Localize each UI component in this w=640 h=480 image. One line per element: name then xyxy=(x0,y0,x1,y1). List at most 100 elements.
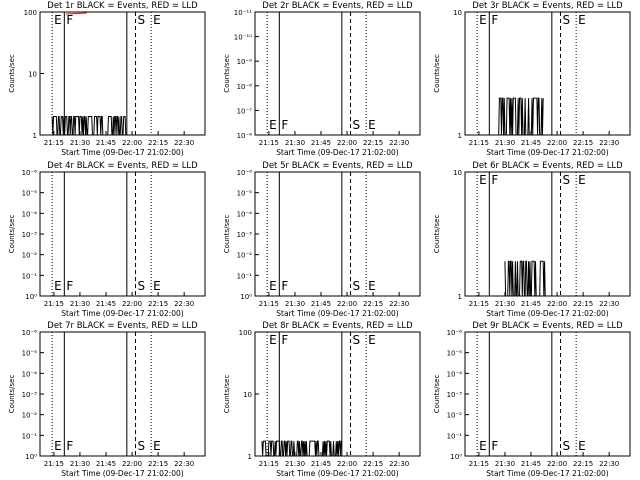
x-tick-label: 21:30 xyxy=(495,300,515,308)
y-tick-label: 10 xyxy=(453,9,462,17)
y-tick-label: 10⁻² xyxy=(237,252,253,260)
y-tick-label: 10⁻³ xyxy=(22,231,38,239)
y-tick-label: 10⁻⁹ xyxy=(237,58,253,66)
marker-label-f: F xyxy=(281,279,288,293)
y-tick-label: 10⁻⁶ xyxy=(237,132,253,140)
marker-label-e: E xyxy=(153,13,161,27)
x-tick-label: 22:15 xyxy=(148,300,168,308)
x-tick-label: 22:15 xyxy=(573,139,593,147)
y-axis-label: Counts/sec xyxy=(223,215,231,254)
y-tick-label: 10⁻³ xyxy=(447,391,463,399)
marker-label-e: E xyxy=(479,173,487,187)
x-tick-label: 22:30 xyxy=(599,300,619,308)
x-tick-label: 22:30 xyxy=(389,460,409,468)
x-tick-label: 22:30 xyxy=(599,139,619,147)
marker-label-s: S xyxy=(563,439,571,453)
y-tick-label: 10⁻² xyxy=(447,412,463,420)
marker-label-s: S xyxy=(138,439,146,453)
y-tick-label: 10⁻² xyxy=(22,412,38,420)
plot-frame xyxy=(254,11,421,136)
panel-1: Det 1r BLACK = Events, RED = LLD Counts/s… xyxy=(8,1,206,157)
x-tick-label: 22:15 xyxy=(573,460,593,468)
marker-label-s: S xyxy=(353,333,361,347)
x-tick-label: 21:15 xyxy=(44,460,64,468)
x-tick-label: 21:45 xyxy=(96,460,116,468)
x-tick-label: 21:45 xyxy=(311,460,331,468)
marker-label-e: E xyxy=(269,333,277,347)
y-tick-label: 10⁻¹ xyxy=(22,272,38,280)
x-axis-label: Start Time (09-Dec-17 21:02:00) xyxy=(486,469,608,478)
y-axis-label: Counts/sec xyxy=(223,54,231,93)
x-tick-label: 21:45 xyxy=(311,300,331,308)
panel-title: Det 4r BLACK = Events, RED = LLD xyxy=(47,161,198,171)
x-tick-label: 21:30 xyxy=(285,139,305,147)
plot-frame xyxy=(464,11,631,136)
y-tick-label: 10⁻⁴ xyxy=(447,370,463,378)
y-tick-label: 1 xyxy=(33,132,37,140)
panel-title: Det 2r BLACK = Events, RED = LLD xyxy=(262,1,413,11)
marker-label-e: E xyxy=(269,279,277,293)
y-axis-label: Counts/sec xyxy=(433,54,441,93)
y-tick-label: 1 xyxy=(458,293,462,301)
marker-label-s: S xyxy=(138,279,146,293)
y-tick-label: 10⁻¹ xyxy=(237,272,253,280)
x-tick-label: 21:15 xyxy=(259,460,279,468)
y-tick-label: 10⁻⁴ xyxy=(237,210,253,218)
x-tick-label: 22:15 xyxy=(363,460,383,468)
x-tick-label: 21:45 xyxy=(96,300,116,308)
x-tick-label: 21:15 xyxy=(469,139,489,147)
y-tick-label: 10⁻⁴ xyxy=(22,370,38,378)
y-axis-label: Counts/sec xyxy=(223,375,231,414)
events-trace xyxy=(498,97,544,136)
marker-label-e: E xyxy=(54,279,62,293)
y-tick-label: 10⁻⁷ xyxy=(237,107,253,115)
x-tick-label: 21:30 xyxy=(70,139,90,147)
lld-trace xyxy=(66,12,87,15)
marker-label-f: F xyxy=(491,439,498,453)
y-tick-label: 10⁰ xyxy=(450,453,462,461)
marker-label-f: F xyxy=(281,333,288,347)
y-axis-label: Counts/sec xyxy=(8,375,16,414)
y-axis-label: Counts/sec xyxy=(433,215,441,254)
x-tick-label: 22:15 xyxy=(573,300,593,308)
marker-label-f: F xyxy=(66,439,73,453)
panel-7: Det 7r BLACK = Events, RED = LLD Counts/s… xyxy=(8,321,206,478)
y-tick-label: 100 xyxy=(24,9,37,17)
marker-label-e: E xyxy=(269,118,277,132)
y-tick-label: 10⁻³ xyxy=(237,231,253,239)
marker-label-e: E xyxy=(479,439,487,453)
events-trace xyxy=(51,116,127,136)
x-tick-label: 21:15 xyxy=(259,139,279,147)
events-line xyxy=(261,440,342,457)
events-line xyxy=(498,97,544,136)
x-tick-label: 22:30 xyxy=(174,300,194,308)
marker-label-e: E xyxy=(153,279,161,293)
marker-label-f: F xyxy=(491,13,498,27)
x-tick-label: 21:30 xyxy=(70,460,90,468)
marker-label-e: E xyxy=(153,439,161,453)
y-tick-label: 10⁻¹ xyxy=(447,432,463,440)
x-axis-label: Start Time (09-Dec-17 21:02:00) xyxy=(486,309,608,318)
marker-label-f: F xyxy=(281,118,288,132)
panel-title: Det 9r BLACK = Events, RED = LLD xyxy=(472,321,623,331)
x-tick-label: 21:45 xyxy=(311,139,331,147)
y-tick-label: 10⁻⁶ xyxy=(22,329,38,337)
y-axis-label: Counts/sec xyxy=(8,215,16,254)
y-tick-label: 10⁻³ xyxy=(22,391,38,399)
y-tick-label: 10⁻⁵ xyxy=(237,190,253,198)
y-tick-label: 10⁻⁶ xyxy=(22,169,38,177)
x-tick-label: 21:15 xyxy=(469,300,489,308)
x-tick-label: 21:30 xyxy=(495,460,515,468)
panel-2: Det 2r BLACK = Events, RED = LLD Counts/s… xyxy=(223,1,421,157)
marker-label-f: F xyxy=(491,173,498,187)
y-tick-label: 10⁻⁵ xyxy=(447,350,463,358)
marker-label-e: E xyxy=(578,13,586,27)
marker-label-e: E xyxy=(578,439,586,453)
x-tick-label: 22:00 xyxy=(337,460,357,468)
panel-title: Det 6r BLACK = Events, RED = LLD xyxy=(472,161,623,171)
x-tick-label: 21:45 xyxy=(96,139,116,147)
x-tick-label: 22:15 xyxy=(148,139,168,147)
y-tick-label: 1 xyxy=(458,132,462,140)
marker-label-s: S xyxy=(138,13,146,27)
